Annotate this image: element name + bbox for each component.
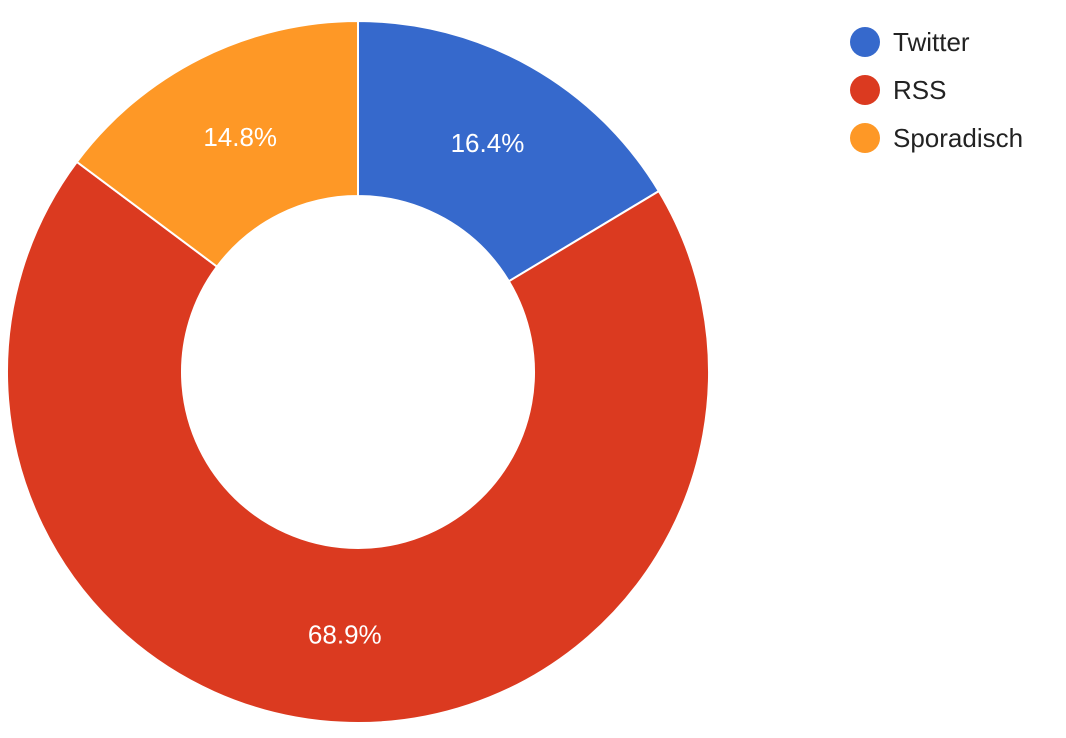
legend-label-rss: RSS bbox=[893, 74, 947, 105]
legend-label-twitter: Twitter bbox=[893, 26, 970, 57]
slice-label-rss: 68.9% bbox=[308, 620, 382, 650]
slice-sporadisch[interactable] bbox=[75, 19, 359, 269]
slice-label-twitter: 16.4% bbox=[451, 128, 525, 158]
legend-item-twitter[interactable]: Twitter bbox=[850, 18, 1023, 66]
slice-rss[interactable] bbox=[6, 160, 710, 724]
slice-label-sporadisch: 14.8% bbox=[203, 122, 277, 152]
legend-item-rss[interactable]: RSS bbox=[850, 66, 1023, 114]
legend-item-sporadisch[interactable]: Sporadisch bbox=[850, 114, 1023, 162]
chart-legend: Twitter RSS Sporadisch bbox=[850, 18, 1023, 162]
slice-twitter[interactable] bbox=[357, 19, 661, 283]
legend-label-sporadisch: Sporadisch bbox=[893, 122, 1024, 153]
donut-chart: 16.4% 68.9% 14.8% bbox=[6, 19, 710, 724]
legend-swatch-twitter bbox=[850, 27, 880, 57]
legend-swatch-sporadisch bbox=[850, 123, 880, 153]
legend-swatch-rss bbox=[850, 75, 880, 105]
